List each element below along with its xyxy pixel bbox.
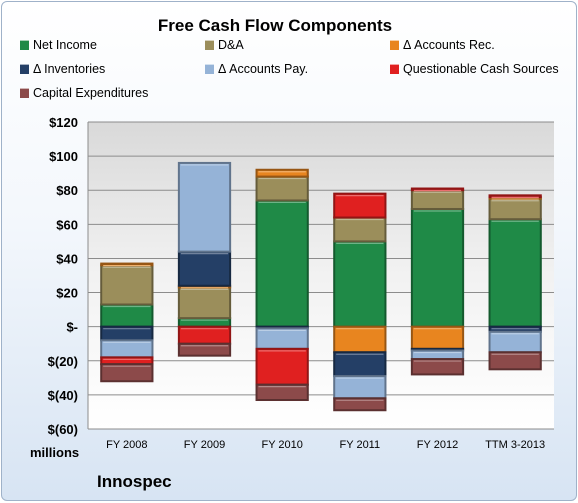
bar-questionable-cash-sources [100, 356, 154, 366]
bar-net-income [488, 218, 542, 328]
bar-d-a [255, 175, 309, 202]
legend-item-questionable-cash-sources: Questionable Cash Sources [390, 62, 559, 76]
bar-capital-expenditures [488, 351, 542, 371]
bar-accounts-rec [410, 325, 465, 350]
bar-net-income [333, 240, 387, 328]
bar-questionable-cash-sources [333, 192, 387, 219]
bar-accounts-pay [333, 375, 387, 400]
bar-net-income [410, 207, 465, 328]
y-tick-label: $40 [56, 251, 78, 266]
y-tick-label: $(40) [48, 388, 78, 403]
x-tick-label: FY 2011 [340, 439, 381, 451]
legend-item-capital-expenditures: Capital Expenditures [20, 86, 148, 100]
x-tick-label: FY 2012 [417, 439, 458, 451]
bar-accounts-pay [488, 330, 542, 354]
bar-d-a [410, 189, 465, 210]
x-tick-label: FY 2008 [106, 439, 147, 451]
legend-label: Δ Accounts Pay. [218, 62, 309, 76]
legend-item-inventories: Δ Inventories [20, 62, 105, 76]
legend-item-d-a: D&A [205, 38, 244, 52]
bar-d-a [100, 264, 154, 306]
bar-accounts-rec [255, 168, 309, 178]
chart-title: Free Cash Flow Components [157, 16, 393, 35]
legend-swatch [20, 88, 29, 98]
bar-accounts-pay [177, 161, 232, 253]
y-tick-label: $(60) [48, 422, 78, 437]
y-tick-label: $60 [56, 217, 78, 232]
y-tick-label: $120 [49, 115, 78, 130]
x-tick-label: FY 2010 [261, 439, 302, 451]
bar-accounts-rec [333, 325, 387, 354]
bar-capital-expenditures [255, 383, 309, 402]
legend-label: Δ Accounts Rec. [403, 38, 495, 52]
bar-net-income [177, 317, 232, 328]
legend-label: D&A [218, 38, 244, 52]
legend-item-net-income: Net Income [20, 38, 97, 52]
x-tick-label: FY 2009 [184, 439, 225, 451]
legend-label: Questionable Cash Sources [403, 62, 559, 76]
bar-accounts-pay [255, 327, 309, 350]
y-tick-label: $20 [56, 286, 78, 301]
bar-capital-expenditures [410, 358, 465, 376]
legend-label: Δ Inventories [33, 62, 106, 76]
bar-capital-expenditures [100, 363, 154, 383]
bar-accounts-pay [410, 349, 465, 361]
legend-label: Net Income [33, 38, 97, 52]
bar-d-a [177, 286, 232, 320]
bar-net-income [100, 303, 154, 328]
bar-capital-expenditures [177, 342, 232, 357]
bar-d-a [488, 197, 542, 221]
legend-swatch [390, 40, 399, 50]
legend-item-accounts-rec: Δ Accounts Rec. [390, 38, 495, 52]
units-label: millions [30, 445, 80, 460]
legend-label: Capital Expenditures [33, 86, 149, 100]
bar-capital-expenditures [333, 397, 387, 412]
legend: Net Income D&A Δ Accounts Rec. Δ Inventorie… [20, 38, 576, 108]
y-tick-label: $- [66, 320, 78, 335]
legend-swatch [390, 64, 399, 74]
company-name: Innospec [97, 472, 172, 491]
legend-swatch [20, 64, 29, 74]
legend-swatch [20, 40, 29, 50]
bar-questionable-cash-sources [255, 347, 309, 386]
y-tick-label: $100 [49, 149, 78, 164]
bar-inventories [177, 250, 232, 287]
y-tick-label: $80 [56, 183, 78, 198]
y-tick-label: $(20) [48, 354, 78, 369]
legend-item-accounts-pay: Δ Accounts Pay. [205, 62, 308, 76]
bar-inventories [333, 351, 387, 378]
x-tick-label: TTM 3-2013 [485, 439, 545, 451]
plot-background [88, 122, 554, 429]
bar-d-a [333, 216, 387, 243]
legend-swatch [205, 40, 214, 50]
legend-swatch [205, 64, 214, 74]
bar-net-income [255, 199, 309, 328]
